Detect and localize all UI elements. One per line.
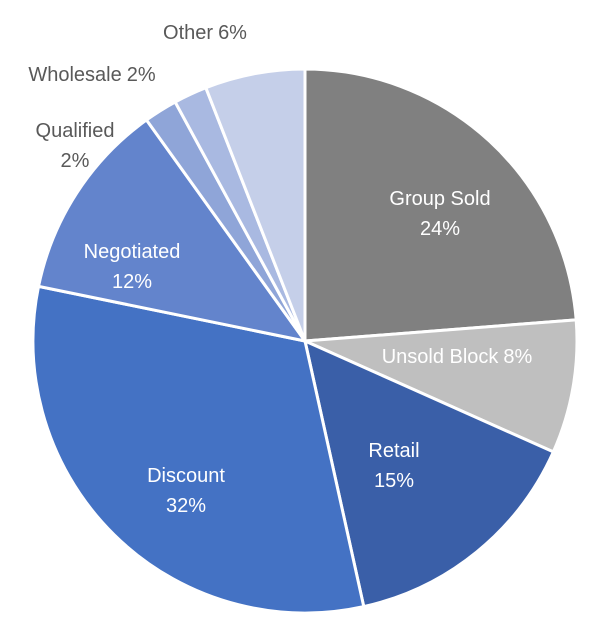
category-label: Group Sold: [389, 188, 490, 210]
category-label: Other: [163, 22, 213, 44]
category-label: Retail: [368, 440, 419, 462]
value-label: 2%: [61, 150, 90, 172]
pie-slice: [303, 67, 578, 343]
category-label: Discount: [147, 465, 225, 487]
value-label: 2%: [127, 64, 156, 86]
category-label: Negotiated: [84, 241, 181, 263]
value-label: 12%: [112, 271, 152, 293]
data-label: Wholesale 2%: [28, 64, 156, 86]
category-label: Wholesale: [28, 64, 121, 86]
data-label: Qualified 2%: [36, 120, 115, 172]
pie-slice: [203, 67, 307, 342]
value-label: 15%: [374, 470, 414, 492]
data-label: Group Sold 24%: [389, 188, 490, 240]
data-label: Discount 32%: [147, 465, 225, 517]
value-label: 32%: [166, 495, 206, 517]
pie-slice: [304, 318, 579, 454]
pie-slice: [31, 284, 366, 615]
category-label: Unsold Block: [382, 346, 500, 368]
value-label: 8%: [503, 346, 532, 368]
category-label: Qualified: [36, 120, 115, 142]
data-label: Unsold Block 8%: [382, 346, 533, 368]
data-label: Negotiated 12%: [84, 241, 181, 293]
data-label: Retail 15%: [368, 440, 419, 492]
value-label: 24%: [420, 218, 460, 240]
value-label: 6%: [218, 22, 247, 44]
pie-slice: [36, 117, 309, 344]
data-label: Other 6%: [163, 22, 247, 44]
pie-slice: [302, 338, 556, 609]
